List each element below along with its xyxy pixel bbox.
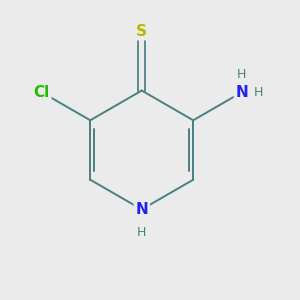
Text: Cl: Cl xyxy=(34,85,50,100)
Text: H: H xyxy=(237,68,247,80)
Text: S: S xyxy=(136,24,147,39)
Text: H: H xyxy=(254,86,263,99)
Text: H: H xyxy=(137,226,146,239)
Text: N: N xyxy=(135,202,148,217)
Text: N: N xyxy=(236,85,248,100)
